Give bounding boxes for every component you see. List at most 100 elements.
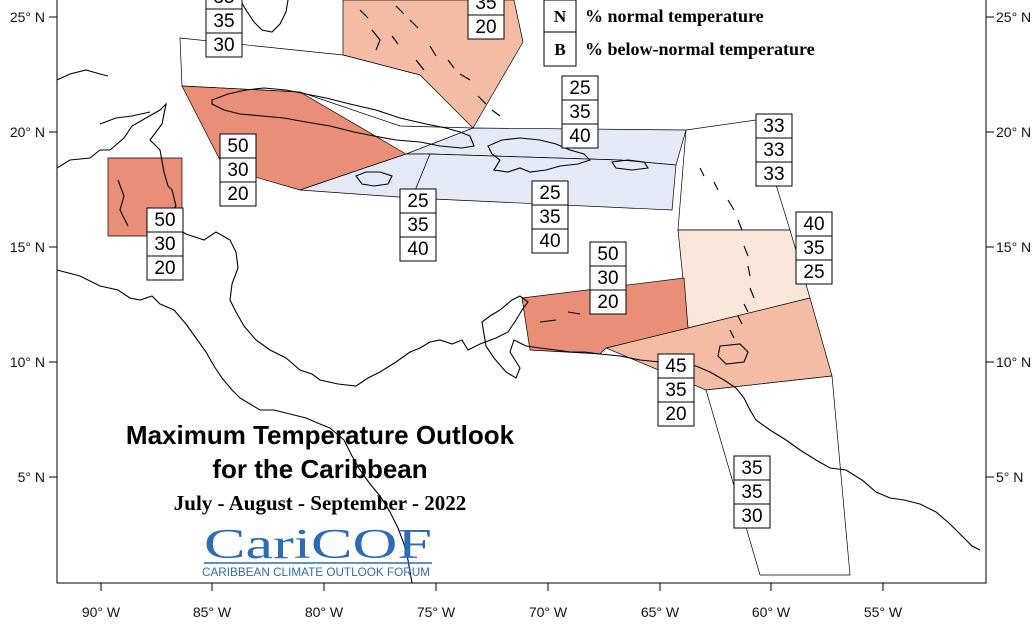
coastline-puerto-rico bbox=[611, 159, 649, 171]
lon-label: 60° W bbox=[752, 604, 791, 620]
probability-value: 40 bbox=[569, 126, 590, 147]
lat-label-left: 10° N bbox=[10, 354, 45, 370]
probability-value: 35 bbox=[741, 482, 762, 503]
probability-value: 50 bbox=[227, 136, 248, 157]
lon-label: 55° W bbox=[864, 604, 903, 620]
legend-letter-b: B bbox=[554, 40, 565, 59]
coastline-cuba bbox=[211, 87, 475, 149]
probability-cell bbox=[589, 289, 627, 315]
probability-cell bbox=[589, 241, 627, 267]
title-period: July - August - September - 2022 bbox=[174, 491, 466, 515]
probability-cell bbox=[399, 188, 437, 214]
probability-value: 40 bbox=[803, 214, 824, 235]
coastline-bahamas bbox=[359, 5, 501, 117]
probability-cell bbox=[657, 377, 695, 403]
probability-cell bbox=[657, 353, 695, 379]
probability-cell bbox=[531, 228, 569, 254]
logo-wordmark: CariCOF bbox=[204, 522, 432, 568]
lat-label-right: 5° N bbox=[996, 469, 1023, 485]
probability-box-jamaica: 25 35 40 bbox=[399, 188, 437, 262]
probability-box-abc-islands: 50 30 20 bbox=[589, 241, 627, 315]
probability-value: 25 bbox=[407, 191, 428, 212]
probability-box-belize: 50 30 20 bbox=[146, 207, 184, 281]
probability-value: 33 bbox=[763, 164, 784, 185]
probability-boxes: 3535303520253540503020503020253540253540… bbox=[146, 0, 833, 529]
probability-value: 35 bbox=[741, 458, 762, 479]
lat-label-right: 25° N bbox=[996, 9, 1031, 25]
probability-cell bbox=[733, 503, 771, 529]
probability-value: 40 bbox=[407, 239, 428, 260]
probability-cell bbox=[219, 157, 257, 183]
probability-cell bbox=[657, 401, 695, 427]
probability-value: 30 bbox=[213, 35, 234, 56]
probability-value: 35 bbox=[213, 11, 234, 32]
probability-value: 35 bbox=[213, 0, 234, 8]
title-line-2: for the Caribbean bbox=[212, 454, 427, 484]
legend-box-b bbox=[543, 31, 577, 67]
probability-cell bbox=[467, 14, 505, 40]
probability-value: 20 bbox=[475, 17, 496, 38]
probability-cell bbox=[219, 181, 257, 207]
probability-value: 45 bbox=[665, 356, 686, 377]
probability-cell bbox=[755, 161, 793, 187]
probability-value: 30 bbox=[597, 268, 618, 289]
title-line-1: Maximum Temperature Outlook bbox=[126, 420, 515, 450]
lat-label-left: 20° N bbox=[10, 124, 45, 140]
lon-label: 85° W bbox=[193, 604, 232, 620]
probability-value: 35 bbox=[665, 380, 686, 401]
coastline-pacific-side bbox=[56, 269, 331, 429]
legend-box-n bbox=[543, 0, 577, 33]
coastline-central-america bbox=[56, 102, 529, 387]
probability-value: 35 bbox=[539, 207, 560, 228]
lat-label-left: 25° N bbox=[10, 9, 45, 25]
probability-cell bbox=[795, 259, 833, 285]
probability-box-trinidad-tobago: 45 35 20 bbox=[657, 353, 695, 427]
probability-box-northern-leewards: 33 33 33 bbox=[755, 113, 793, 187]
legend-label-normal: % normal temperature bbox=[585, 6, 764, 26]
lon-label: 75° W bbox=[417, 604, 456, 620]
probability-value: 40 bbox=[539, 231, 560, 252]
probability-value: 30 bbox=[154, 234, 175, 255]
probability-value: 20 bbox=[227, 184, 248, 205]
coastline-south-america bbox=[525, 345, 981, 551]
probability-box-hispaniola: 25 35 40 bbox=[531, 180, 569, 254]
probability-cell bbox=[531, 180, 569, 206]
legend-label-below: % below-normal temperature bbox=[585, 39, 815, 59]
lon-label: 65° W bbox=[641, 604, 680, 620]
lon-label: 80° W bbox=[305, 604, 344, 620]
probability-cell bbox=[399, 236, 437, 262]
probability-value: 35 bbox=[803, 238, 824, 259]
probability-cell bbox=[561, 123, 599, 149]
probability-value: 25 bbox=[569, 78, 590, 99]
axis-ticks bbox=[49, 16, 994, 591]
probability-cell bbox=[219, 133, 257, 159]
logo-subtitle: CARIBBEAN CLIMATE OUTLOOK FORUM bbox=[202, 567, 430, 579]
coastline-hispaniola bbox=[487, 137, 592, 173]
coastline-trinidad bbox=[717, 343, 749, 365]
lat-label-left: 5° N bbox=[18, 469, 45, 485]
caricof-logo: CariCOF CARIBBEAN CLIMATE OUTLOOK FORUM bbox=[202, 522, 432, 579]
probability-value: 50 bbox=[154, 210, 175, 231]
probability-value: 50 bbox=[597, 244, 618, 265]
coastline-jamaica bbox=[355, 171, 393, 187]
probability-value: 33 bbox=[763, 140, 784, 161]
probability-cell bbox=[205, 32, 243, 58]
probability-value: 20 bbox=[154, 258, 175, 279]
coastline-gulf bbox=[56, 69, 109, 81]
probability-value: 20 bbox=[665, 404, 686, 425]
lat-label-left: 15° N bbox=[10, 239, 45, 255]
probability-box-windwards: 40 35 25 bbox=[795, 211, 833, 285]
probability-cell bbox=[146, 231, 184, 257]
probability-box-cuba-west: 50 30 20 bbox=[219, 133, 257, 207]
probability-value: 35 bbox=[407, 215, 428, 236]
probability-value: 35 bbox=[475, 0, 496, 14]
probability-cell bbox=[733, 455, 771, 481]
probability-cell bbox=[561, 75, 599, 101]
probability-value: 30 bbox=[227, 160, 248, 181]
probability-value: 35 bbox=[569, 102, 590, 123]
lon-label: 70° W bbox=[529, 604, 568, 620]
probability-cell bbox=[146, 207, 184, 233]
probability-cell bbox=[205, 8, 243, 34]
probability-box-florida-bahamas-west: 35 35 30 bbox=[205, 0, 243, 58]
legend-letter-n: N bbox=[554, 7, 567, 26]
